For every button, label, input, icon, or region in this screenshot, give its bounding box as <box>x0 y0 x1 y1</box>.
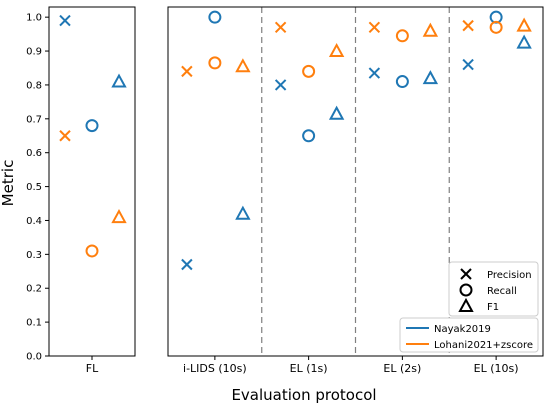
data-point <box>302 64 316 78</box>
data-point <box>181 258 193 271</box>
panel-frame <box>167 6 544 357</box>
legend-label: Recall <box>487 286 517 297</box>
data-point <box>59 14 71 27</box>
data-point <box>302 129 316 143</box>
y-tick-label: 0.5 <box>26 182 42 193</box>
data-point <box>422 70 439 85</box>
data-point <box>111 208 127 224</box>
data-point <box>208 10 222 24</box>
data-point <box>462 19 474 32</box>
data-point <box>85 119 99 133</box>
data-point <box>181 65 193 78</box>
data-point <box>328 105 345 120</box>
legend-label: Precision <box>487 270 532 281</box>
data-point <box>111 73 127 88</box>
y-tick-label: 0.2 <box>26 284 42 295</box>
data-point <box>274 21 287 34</box>
legend-marker <box>458 297 474 312</box>
y-tick-label: 0.4 <box>26 216 42 227</box>
y-tick-label: 1.0 <box>26 13 42 24</box>
legend-marker <box>459 283 473 297</box>
x-tick-label: EL (1s) <box>290 362 328 375</box>
x-tick-label: i-LIDS (10s) <box>183 362 247 375</box>
data-point <box>368 67 381 79</box>
data-point <box>395 29 409 43</box>
data-point <box>516 34 532 49</box>
data-point <box>208 56 222 70</box>
legend-label: Lohani2021+zscore <box>434 340 533 351</box>
data-point <box>328 42 345 58</box>
series-legend: Nayak2019 Lohani2021+zscore <box>399 317 539 353</box>
y-tick-label: 0.8 <box>26 80 42 91</box>
marker-legend: Precision Recall F1 <box>448 261 539 317</box>
x-tick-label: EL (10s) <box>474 362 519 375</box>
data-point <box>235 205 251 220</box>
data-point <box>489 20 503 34</box>
x-tick-label: EL (2s) <box>383 362 421 375</box>
panel-frame <box>48 6 136 357</box>
legend-label: Nayak2019 <box>434 324 491 335</box>
y-tick-label: 0.9 <box>26 47 42 58</box>
data-point <box>85 244 99 258</box>
y-tick-label: 0.1 <box>26 318 42 329</box>
x-tick-label: FL <box>86 362 99 375</box>
legend-marker <box>460 268 472 280</box>
data-point <box>368 21 381 34</box>
y-tick-label: 0.6 <box>26 148 42 159</box>
data-point <box>516 17 532 32</box>
data-point <box>59 130 71 142</box>
x-axis-label: Evaluation protocol <box>231 386 376 404</box>
data-point <box>422 22 439 37</box>
chart-panels: 0.0 0.1 0.2 0.3 0.4 0.5 0.6 0.7 0.8 0.9 1.0 FL i-LID… <box>26 6 544 375</box>
y-tick-label: 0.7 <box>26 114 42 125</box>
y-axis-label: Metric <box>0 160 17 207</box>
data-point <box>395 75 409 89</box>
data-point <box>235 58 251 73</box>
data-point <box>462 58 474 71</box>
y-tick-label: 0.3 <box>26 250 42 261</box>
y-tick-label: 0.0 <box>26 352 42 363</box>
data-point <box>274 79 287 91</box>
legend-label: F1 <box>487 302 499 313</box>
